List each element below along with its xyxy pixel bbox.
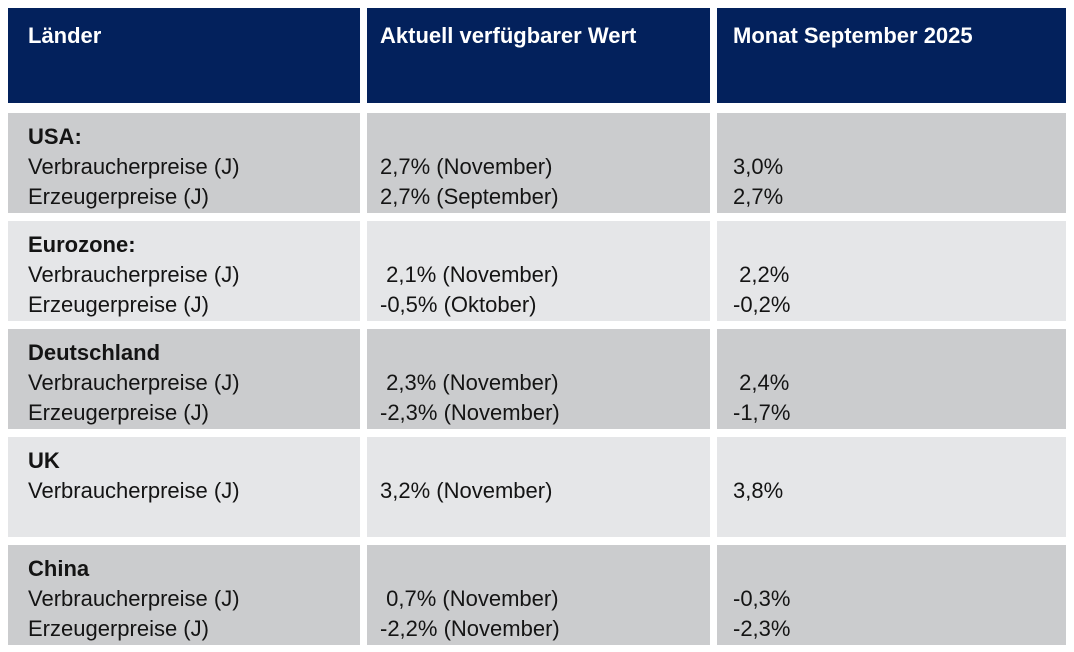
metric-labels: Verbraucherpreise (J) bbox=[28, 478, 240, 503]
september-values: 2,2% -0,2% bbox=[717, 221, 1066, 321]
header-monat-september: Monat September 2025 bbox=[717, 8, 1066, 103]
header-laender: Länder bbox=[8, 8, 360, 103]
september-values: 3,0% 2,7% bbox=[717, 113, 1066, 213]
country-name: Deutschland bbox=[28, 340, 161, 365]
country-cell: USA: Verbraucherpreise (J) Erzeugerpreis… bbox=[8, 113, 360, 213]
metric-labels: Verbraucherpreise (J) Erzeugerpreise (J) bbox=[28, 370, 240, 425]
table-row-china: China Verbraucherpreise (J) Erzeugerprei… bbox=[8, 545, 1066, 645]
country-cell: Deutschland Verbraucherpreise (J) Erzeug… bbox=[8, 329, 360, 429]
september-values: 3,8% bbox=[717, 437, 1066, 537]
current-values: 0,7% (November) -2,2% (November) bbox=[367, 545, 710, 645]
metric-labels: Verbraucherpreise (J) Erzeugerpreise (J) bbox=[28, 262, 240, 317]
current-values: 2,1% (November) -0,5% (Oktober) bbox=[367, 221, 710, 321]
table-row-usa: USA: Verbraucherpreise (J) Erzeugerpreis… bbox=[8, 113, 1066, 213]
country-cell: UK Verbraucherpreise (J) bbox=[8, 437, 360, 537]
table-row-deutschland: Deutschland Verbraucherpreise (J) Erzeug… bbox=[8, 329, 1066, 429]
country-cell: China Verbraucherpreise (J) Erzeugerprei… bbox=[8, 545, 360, 645]
current-values: 2,7% (November) 2,7% (September) bbox=[367, 113, 710, 213]
header-row: Länder Aktuell verfügbarer Wert Monat Se… bbox=[8, 8, 1066, 103]
current-values: 3,2% (November) bbox=[367, 437, 710, 537]
current-values: 2,3% (November) -2,3% (November) bbox=[367, 329, 710, 429]
country-name: Eurozone: bbox=[28, 232, 136, 257]
metric-labels: Verbraucherpreise (J) Erzeugerpreise (J) bbox=[28, 154, 240, 209]
country-name: UK bbox=[28, 448, 60, 473]
table-row-uk: UK Verbraucherpreise (J) 3,2% (November)… bbox=[8, 437, 1066, 537]
country-name: China bbox=[28, 556, 90, 581]
september-values: -0,3% -2,3% bbox=[717, 545, 1066, 645]
country-cell: Eurozone: Verbraucherpreise (J) Erzeuger… bbox=[8, 221, 360, 321]
table-row-eurozone: Eurozone: Verbraucherpreise (J) Erzeuger… bbox=[8, 221, 1066, 321]
country-name: USA: bbox=[28, 124, 82, 149]
header-aktuell-wert: Aktuell verfügbarer Wert bbox=[367, 8, 710, 103]
september-values: 2,4% -1,7% bbox=[717, 329, 1066, 429]
metric-labels: Verbraucherpreise (J) Erzeugerpreise (J) bbox=[28, 586, 240, 641]
